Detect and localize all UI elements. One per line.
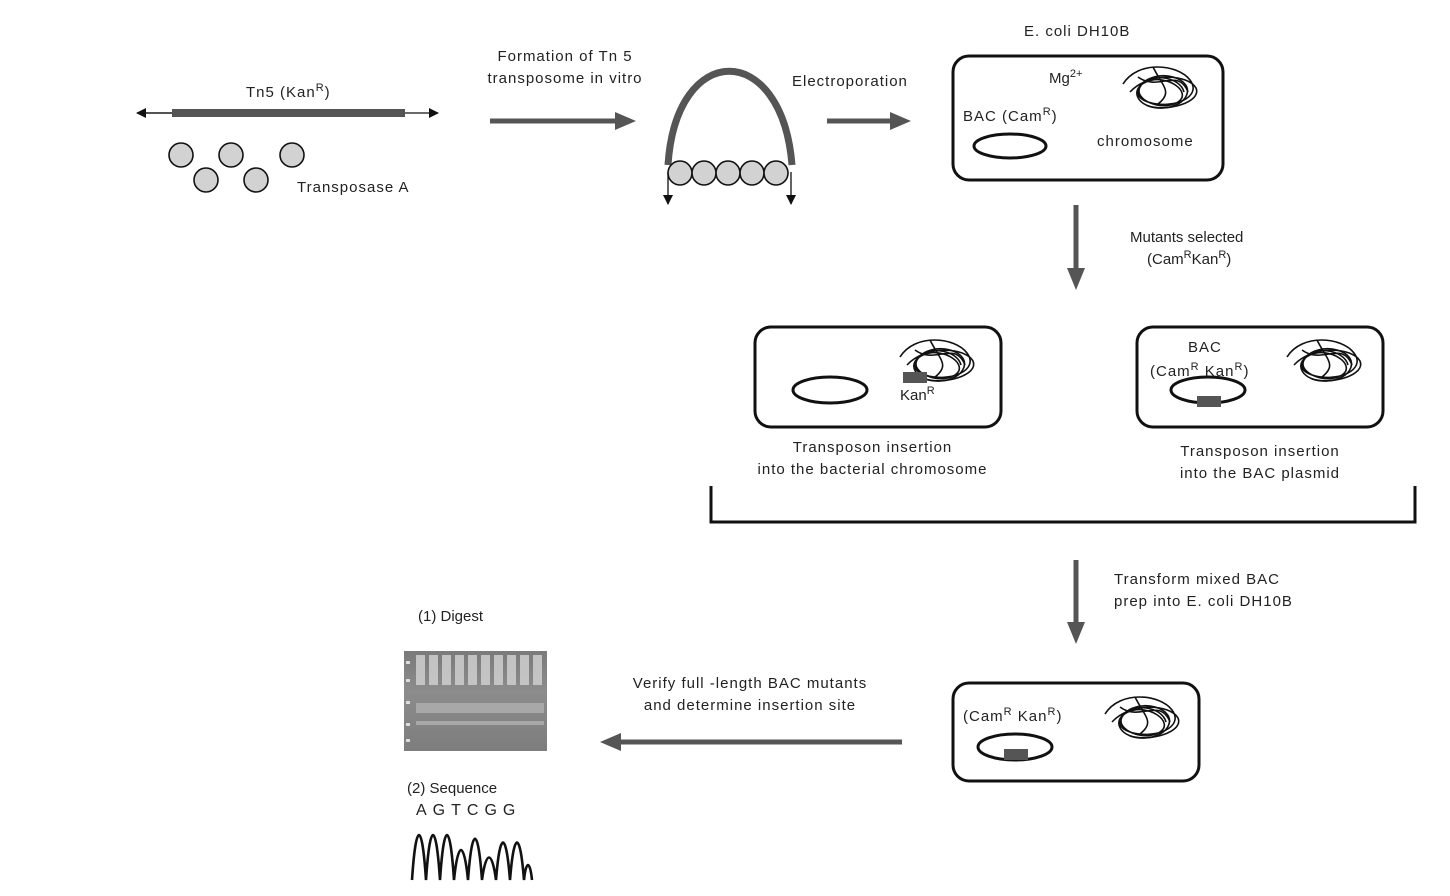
- arrow-formation: [490, 112, 636, 130]
- bac-insertion-caption: Transposon insertion into the BAC plasmid: [1179, 443, 1341, 482]
- pooling-bracket: [709, 486, 1417, 524]
- bac2-label: BAC: [1188, 339, 1222, 356]
- transposome: [663, 68, 796, 205]
- transposase-label: Transposase A: [297, 179, 410, 196]
- chromosome-insertion-caption: Transposon insertion into the bacterial c…: [757, 439, 988, 478]
- kan-label: KanR: [900, 385, 935, 405]
- arrow-transform: [1067, 560, 1085, 644]
- sequence-bases: AGTCGG: [416, 802, 522, 819]
- cell-final: [951, 681, 1201, 783]
- cell-chromosome-insertion: [753, 325, 1003, 429]
- arrow-verify: [600, 733, 902, 751]
- ecoli-label: E. coli DH10B: [1024, 23, 1131, 40]
- verify-label: Verify full -length BAC mutants and deter…: [632, 675, 868, 714]
- bac-cam-label: BAC (CamR): [963, 106, 1058, 126]
- gel-image: [404, 651, 547, 751]
- arrow-mutants: [1067, 205, 1085, 290]
- tn5-label: Tn5 (KanR): [246, 82, 331, 102]
- cell-initial: [951, 54, 1225, 182]
- electroporation-label: Electroporation: [792, 73, 908, 90]
- cell-bac-insertion: [1135, 325, 1385, 429]
- final-markers-label: (CamR KanR): [963, 706, 1063, 726]
- sequence-label: (2) Sequence: [407, 780, 498, 797]
- arrow-electroporation: [827, 112, 911, 130]
- digest-label: (1) Digest: [418, 608, 484, 625]
- transposase-beads: [168, 142, 305, 193]
- transform-label: Transform mixed BAC prep into E. coli DH1…: [1114, 571, 1293, 610]
- formation-label: Formation of Tn 5 transposome in vitro: [487, 48, 643, 87]
- tn5-element: [136, 108, 439, 118]
- mg-label: Mg2+: [1049, 68, 1083, 88]
- chromosome-label: chromosome: [1097, 133, 1194, 150]
- sequence-trace: [410, 833, 534, 881]
- mutants-label: Mutants selected (CamRKanR): [1130, 229, 1244, 268]
- bac2-markers-label: (CamR KanR): [1150, 361, 1250, 381]
